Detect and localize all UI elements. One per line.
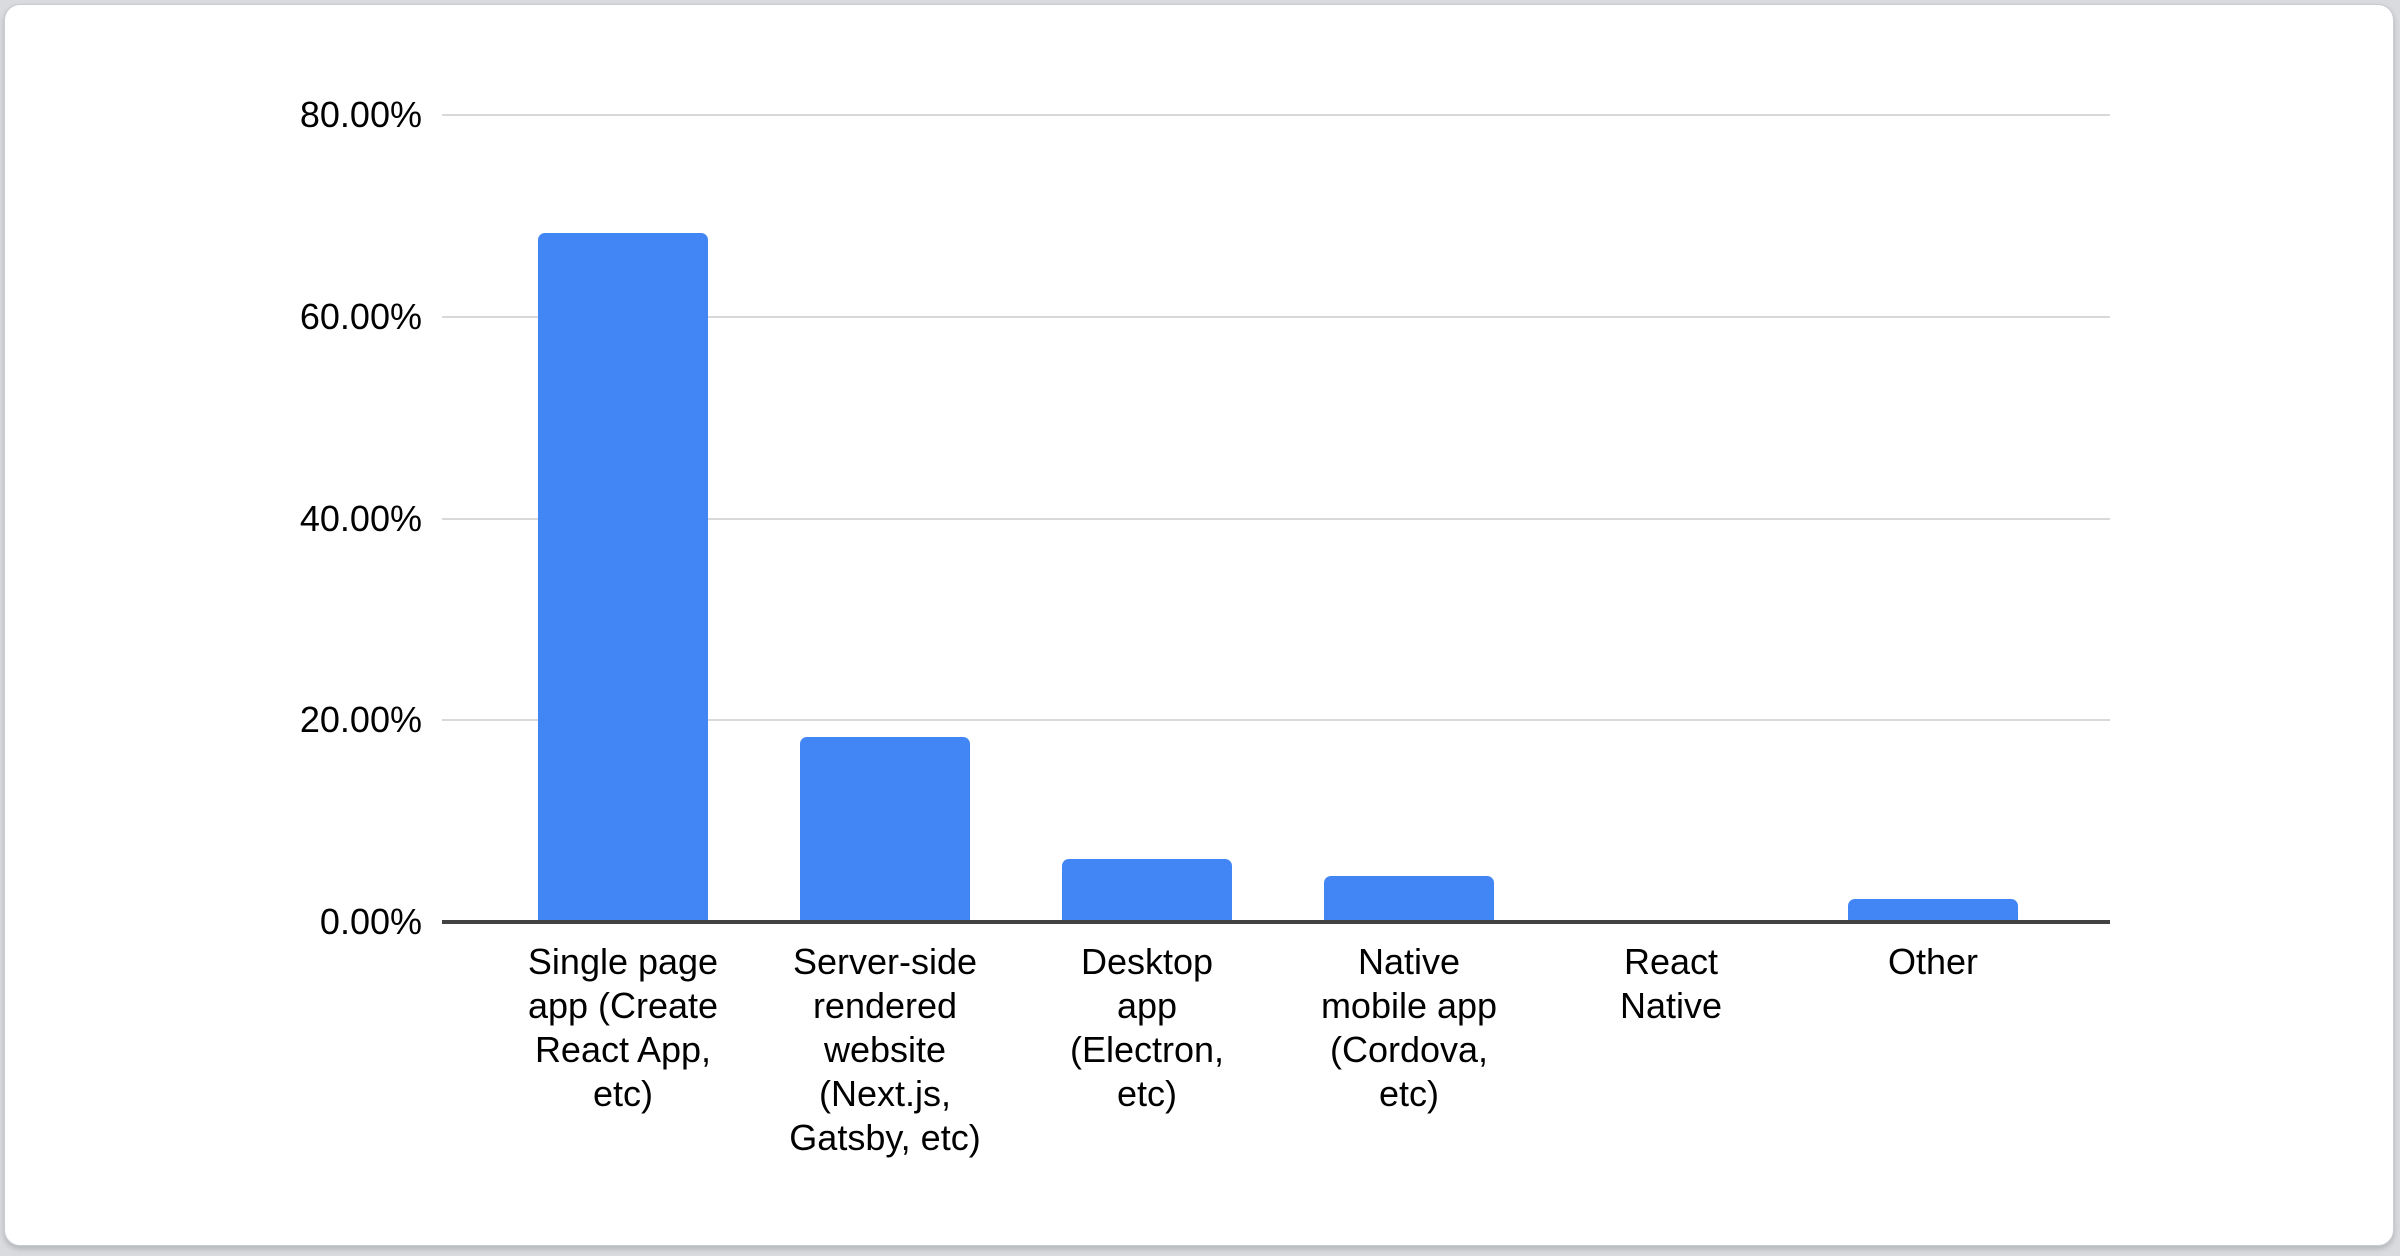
x-axis-label-desktop-app: Desktop app (Electron, etc) [1069,941,1225,1114]
bar-column-native-mobile-app [1278,115,1540,922]
gridline-60-percent [442,315,2110,318]
bar-column-react-native [1540,115,1802,922]
bar-native-mobile-app[interactable] [1324,876,1494,922]
x-axis-label-other: Other [1887,941,1979,982]
bars-area [492,115,2064,922]
y-tick-label-0-percent: 0.00% [319,901,422,942]
gridline-80-percent [442,114,2110,116]
y-tick-label-60-percent: 60.00% [299,295,422,337]
bar-column-single-page-app [492,115,754,922]
bar-single-page-app[interactable] [538,233,708,922]
y-tick-label-40-percent: 40.00% [299,497,422,539]
x-axis-label-native-mobile-app: Native mobile app (Cordova, etc) [1320,941,1498,1114]
x-axis-label-react-native: React Native [1619,941,1723,1026]
bar-column-server-side-rendered-website [754,115,1016,922]
y-tick-label-20-percent: 20.00% [299,699,422,741]
gridline-40-percent [442,517,2110,520]
chart-card: 0.00% 20.00% 40.00% 60.00% 80.00% Single page… [4,4,2394,1246]
gridline-20-percent [442,719,2110,722]
x-axis-labels: Single page app (Create React App, etc) S… [492,940,2064,1160]
bar-desktop-app[interactable] [1062,859,1232,922]
y-tick-label-80-percent: 80.00% [299,94,422,135]
bar-column-desktop-app [1016,115,1278,922]
bar-column-other [1802,115,2064,922]
bar-server-side-rendered-website[interactable] [800,737,970,922]
x-axis-label-single-page-app: Single page app (Create React App, etc) [527,941,719,1114]
x-axis-label-server-side-rendered-website: Server-side rendered website (Next.js, G… [789,941,981,1158]
bar-other[interactable] [1848,899,2018,922]
x-axis-line [442,920,2110,924]
